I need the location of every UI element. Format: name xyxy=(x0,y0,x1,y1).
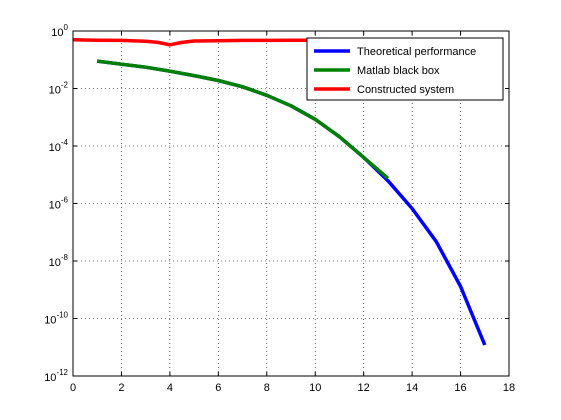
x-tick-label: 0 xyxy=(70,382,76,394)
x-tick-label: 2 xyxy=(118,382,124,394)
x-tick-label: 16 xyxy=(454,382,466,394)
y-tick-label: 10-8 xyxy=(49,253,69,269)
x-tick-label: 12 xyxy=(358,382,370,394)
x-tick-label: 18 xyxy=(503,382,515,394)
legend: Theoretical performance Matlab black box C… xyxy=(306,37,504,101)
y-tick-label: 10-4 xyxy=(49,138,69,154)
x-tick-label: 6 xyxy=(215,382,221,394)
series-line-matlab-black-box xyxy=(96,59,390,180)
y-tick-label: 100 xyxy=(51,23,68,39)
tick-layer xyxy=(72,30,510,377)
y-tick-label: 10-10 xyxy=(44,311,68,327)
x-tick-label: 4 xyxy=(167,382,173,394)
x-tick-label: 14 xyxy=(406,382,418,394)
y-tick-label: 10-12 xyxy=(44,368,68,384)
x-tick-label: 10 xyxy=(309,382,321,394)
label-layer: 0 2 4 6 8 10 12 14 16 18 10-12 10-10 10-8 10-6 10-4 10-… xyxy=(44,23,515,394)
x-tick-label: 8 xyxy=(264,382,270,394)
grid-layer xyxy=(73,31,509,376)
y-tick-label: 10-6 xyxy=(49,196,69,212)
y-tick-label: 10-2 xyxy=(49,81,69,97)
legend-label-theoretical-performance: Theoretical performance xyxy=(357,46,476,58)
legend-label-matlab-black-box: Matlab black box xyxy=(357,65,440,77)
legend-label-constructed-system: Constructed system xyxy=(357,84,454,96)
